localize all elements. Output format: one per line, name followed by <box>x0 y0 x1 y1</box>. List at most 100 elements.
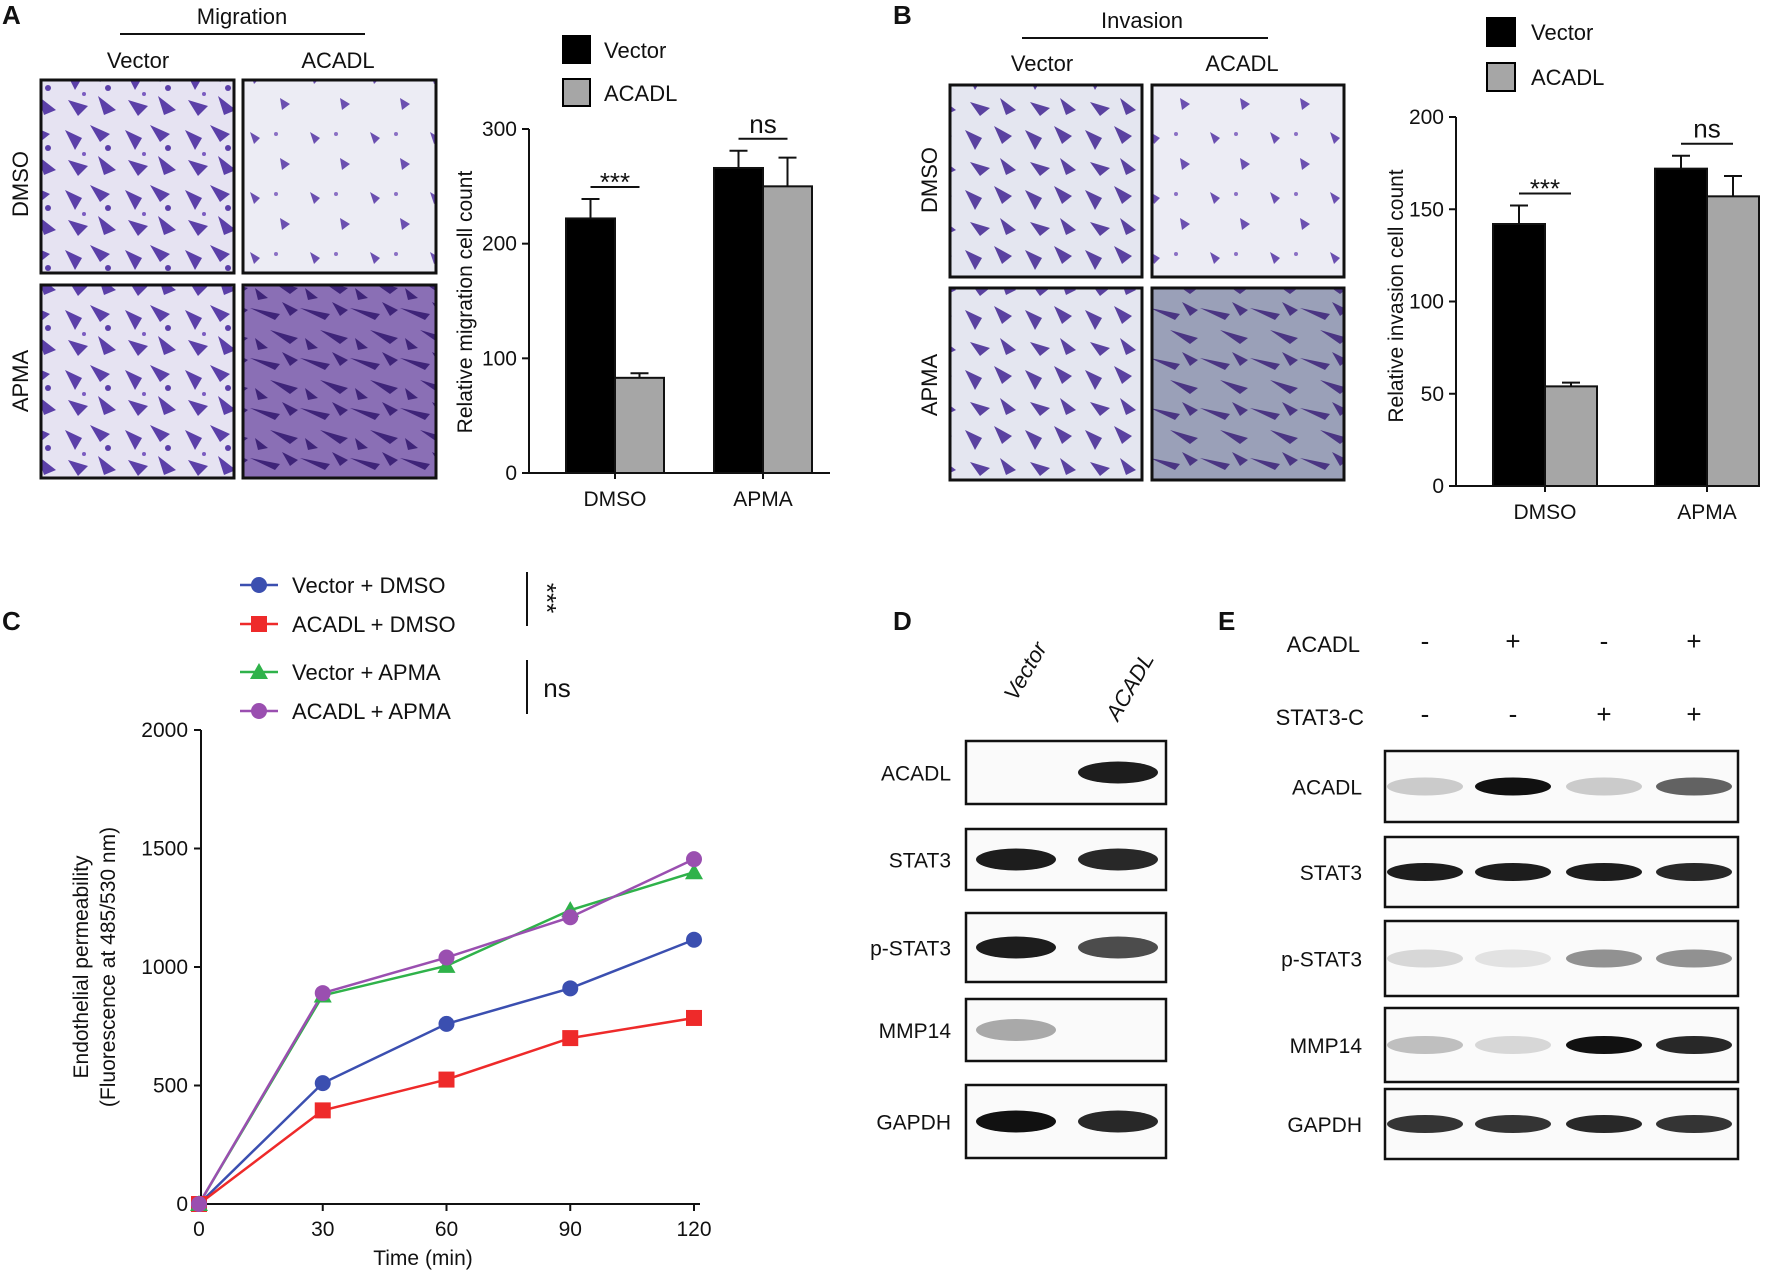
bar <box>1706 195 1760 488</box>
micrograph-a-vector-apma <box>39 283 236 480</box>
y-tick-label: 1000 <box>141 956 188 979</box>
legend-label: Vector + DMSO <box>292 573 445 598</box>
blot-band <box>976 1110 1056 1133</box>
legend-b-swatch-acadl <box>1486 62 1516 92</box>
bar <box>1544 385 1598 487</box>
blot-label: MMP14 <box>1290 1035 1363 1058</box>
blot-label: p-STAT3 <box>870 938 951 961</box>
series-line <box>198 1016 695 1205</box>
y-tick-label: 0 <box>176 1193 188 1216</box>
data-point <box>314 985 331 1002</box>
blot-band <box>976 848 1056 871</box>
x-tick-label: 120 <box>676 1218 711 1241</box>
blot-band <box>1078 1110 1158 1133</box>
bar <box>614 376 665 474</box>
blot-label: MMP14 <box>879 1020 952 1043</box>
blot-band <box>1656 1036 1732 1054</box>
blot-band <box>1387 863 1463 881</box>
panel-b-col-vector: Vector <box>1011 51 1073 76</box>
data-point <box>562 980 579 997</box>
blot-band <box>1475 1036 1551 1054</box>
blot-band <box>1387 949 1463 968</box>
y-tick-label: 50 <box>1421 383 1444 406</box>
data-point <box>191 1196 207 1212</box>
y-tick-label: 300 <box>482 118 517 141</box>
panel-letter-d: D <box>893 606 912 636</box>
significance-label: *** <box>600 167 630 197</box>
blot-label: STAT3 <box>1300 862 1362 885</box>
panel-e-condition-signs: - + - + - - + + <box>1421 626 1702 729</box>
chart-c-xlabel: Time (min) <box>373 1247 473 1270</box>
x-tick-label: 0 <box>193 1218 205 1241</box>
blot-band <box>1656 1115 1732 1133</box>
bar <box>713 166 764 474</box>
panel-e-blots: ACADL STAT3 p-STAT3 MMP14 GAPDH <box>1281 749 1740 1161</box>
blot-band <box>1656 863 1732 881</box>
blot-label: ACADL <box>1292 777 1362 800</box>
condition-sign: + <box>1596 699 1611 729</box>
panel-a-row-dmso: DMSO <box>8 151 33 217</box>
blot-box <box>1383 919 1740 998</box>
legend-label: ACADL + DMSO <box>292 612 456 637</box>
blot-band <box>1566 863 1642 881</box>
chart-b-ylabel: Relative invasion cell count <box>1385 169 1408 422</box>
blot-band <box>1387 1036 1463 1054</box>
x-tick-label: 90 <box>559 1218 582 1241</box>
x-tick-label: APMA <box>1677 501 1737 524</box>
panel-a-col-acadl: ACADL <box>301 48 374 73</box>
y-tick-label: 2000 <box>141 719 188 742</box>
panel-a-group-label: Migration <box>197 4 287 29</box>
bar <box>762 185 813 474</box>
y-tick-label: 100 <box>482 347 517 370</box>
condition-sign: - <box>1421 699 1430 729</box>
legend-marker <box>251 577 267 593</box>
blot-band <box>1656 777 1732 796</box>
legend-label: ACADL + APMA <box>292 699 451 724</box>
panel-a-row-apma: APMA <box>8 350 33 413</box>
blot-band <box>1566 1115 1642 1133</box>
legend-a-swatch-acadl <box>562 78 591 107</box>
x-tick-label: 30 <box>311 1218 334 1241</box>
panel-letter-b: B <box>893 0 912 30</box>
y-tick-label: 200 <box>1409 106 1444 129</box>
chart-c-ylabel-sub: (Fluorescence at 485/530 nm) <box>97 827 120 1107</box>
data-point <box>438 1071 455 1088</box>
condition-sign: - <box>1600 626 1609 656</box>
condition-sign: + <box>1686 626 1701 656</box>
legend-a-label-vector: Vector <box>604 38 666 63</box>
panel-e-cond-acadl: ACADL <box>1287 632 1360 657</box>
y-tick-label: 200 <box>482 233 517 256</box>
y-tick-label: 0 <box>1432 475 1444 498</box>
y-tick-label: 100 <box>1409 291 1444 314</box>
chart-c-ylabel: Endothelial permeability <box>70 855 93 1078</box>
panel-letter-e: E <box>1218 606 1235 636</box>
micrograph-b-vector-apma <box>948 286 1144 482</box>
legend-a-label-acadl: ACADL <box>604 81 677 106</box>
x-tick-label: APMA <box>733 488 793 511</box>
panel-a-col-vector: Vector <box>107 48 169 73</box>
y-tick-label: 1500 <box>141 838 188 861</box>
legend-marker <box>251 616 267 632</box>
blot-label: ACADL <box>881 763 951 786</box>
micrograph-b-acadl-dmso <box>1150 83 1346 279</box>
chart-b-invasion: Vector ACADL Relative invasion cell coun… <box>1385 17 1760 524</box>
significance-label: *** <box>532 583 562 613</box>
blot-label: GAPDH <box>876 1112 951 1135</box>
blot-band <box>1387 777 1463 796</box>
blot-band <box>1078 761 1158 784</box>
legend-marker <box>251 703 267 719</box>
blot-band <box>1387 1115 1463 1133</box>
chart-c-permeability: Endothelial permeability (Fluorescence a… <box>70 572 712 1270</box>
panel-b-col-acadl: ACADL <box>1205 51 1278 76</box>
legend-b-swatch-vector <box>1486 17 1516 47</box>
legend-label: Vector + APMA <box>292 660 441 685</box>
blot-band <box>1566 949 1642 968</box>
data-point <box>685 863 703 880</box>
blot-band <box>1475 1115 1551 1133</box>
y-tick-label: 500 <box>153 1075 188 1098</box>
panel-letter-c: C <box>2 606 21 636</box>
chart-a-ylabel: Relative migration cell count <box>454 171 477 434</box>
micrograph-a-acadl-apma <box>241 283 438 480</box>
panel-b-row-apma: APMA <box>917 354 942 417</box>
blot-band <box>1475 777 1551 796</box>
